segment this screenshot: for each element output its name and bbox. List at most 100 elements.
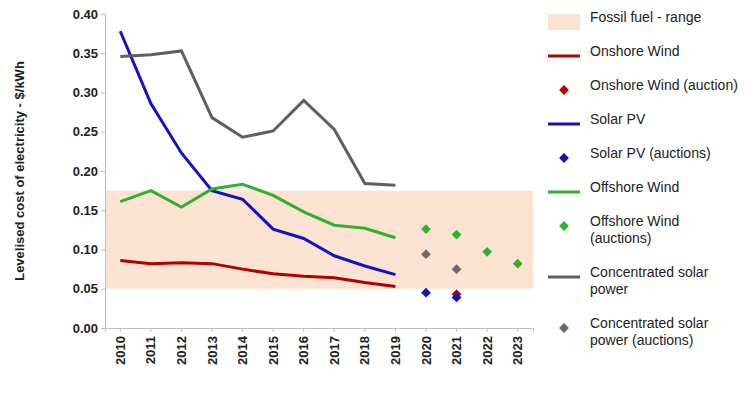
marker (421, 224, 431, 234)
plot-area (105, 31, 533, 302)
x-tick: 2014 (235, 328, 250, 365)
x-tick-mark (395, 328, 396, 332)
legend-label: Offshore Wind (590, 179, 679, 195)
legend-item: Concentrated solarpower (548, 264, 709, 297)
x-tick: 2011 (143, 328, 158, 364)
series-line (120, 260, 395, 286)
y-axis-line (101, 15, 106, 329)
y-tick-mark (101, 14, 105, 15)
y-tick-label: 0.35 (73, 46, 98, 61)
x-tick-label: 2020 (419, 336, 434, 365)
legend-label: Solar PV (590, 111, 646, 127)
x-tick-mark (517, 328, 518, 332)
x-tick: 2019 (388, 328, 403, 365)
x-tick-label: 2012 (174, 336, 189, 365)
legend-swatch (548, 191, 580, 194)
legend-item: Onshore Wind (auction) (559, 77, 738, 95)
x-tick: 2022 (480, 328, 495, 365)
x-tick: 2018 (357, 328, 372, 365)
y-tick-label: 0.05 (73, 281, 98, 296)
series-line (120, 31, 395, 274)
legend-item: Fossil fuel - range (548, 9, 701, 30)
range-band (105, 191, 533, 289)
x-tick-label: 2023 (510, 336, 525, 365)
chart: 0.00 0.05 0.10 0.15 0.20 0.25 0.30 0.35 0.40 2010… (0, 0, 754, 399)
x-tick-mark (181, 328, 182, 332)
y-tick-mark (101, 328, 105, 329)
x-tick: 2020 (419, 328, 434, 365)
y-tick: 0.05 (73, 281, 105, 296)
legend-swatch (548, 55, 580, 58)
legend-swatch (559, 153, 569, 163)
x-tick-mark (456, 328, 457, 332)
y-axis-title: Levelised cost of electricity - $/kWh (12, 61, 27, 281)
y-tick-label: 0.10 (73, 242, 98, 257)
series-line (120, 184, 395, 237)
legend-swatch (559, 85, 569, 95)
y-tick-label: 0.15 (73, 203, 98, 218)
legend-label: Onshore Wind (590, 43, 679, 59)
y-axis: 0.00 0.05 0.10 0.15 0.20 0.25 0.30 0.35 0.40 (73, 7, 106, 336)
legend-label: Concentrated solarpower (590, 264, 709, 297)
x-tick-label: 2018 (357, 336, 372, 365)
x-tick-label: 2019 (388, 336, 403, 365)
x-tick-mark (242, 328, 243, 332)
x-tick: 2017 (327, 328, 342, 365)
legend: Fossil fuel - range Onshore Wind Onshore W… (548, 9, 738, 348)
legend-label: Solar PV (auctions) (590, 145, 711, 161)
marker (513, 259, 523, 269)
x-tick-label: 2011 (143, 336, 158, 364)
legend-item: Offshore Wind(auctions) (559, 213, 679, 246)
x-tick-label: 2014 (235, 335, 250, 365)
x-tick-label: 2015 (266, 336, 281, 365)
x-tick: 2013 (205, 328, 220, 365)
x-tick: 2015 (266, 328, 281, 365)
x-tick-label: 2021 (449, 336, 464, 365)
x-tick: 2012 (174, 328, 189, 365)
marker (452, 230, 462, 240)
x-tick-label: 2017 (327, 336, 342, 365)
y-tick: 0.20 (73, 164, 105, 179)
legend-item: Onshore Wind (548, 43, 679, 59)
x-tick: 2016 (296, 328, 311, 365)
legend-item: Solar PV (auctions) (559, 145, 711, 163)
y-tick: 0.40 (73, 7, 105, 22)
y-tick-mark (101, 289, 105, 290)
y-tick: 0.25 (73, 124, 105, 139)
y-tick: 0.30 (73, 85, 105, 100)
x-tick-mark (487, 328, 488, 332)
y-tick-mark (101, 132, 105, 133)
y-tick-mark (101, 53, 105, 54)
x-axis-line (106, 329, 534, 333)
y-tick-label: 0.00 (73, 321, 98, 336)
x-tick-mark (120, 328, 121, 332)
legend-swatch (559, 221, 569, 231)
y-tick-label: 0.20 (73, 164, 98, 179)
y-tick-label: 0.25 (73, 124, 98, 139)
legend-swatch (559, 323, 569, 333)
x-tick-mark (364, 328, 365, 332)
marker (452, 264, 462, 274)
y-tick: 0.00 (73, 321, 105, 336)
x-tick-mark (150, 328, 151, 332)
x-tick: 2023 (510, 328, 525, 365)
y-tick-mark (101, 210, 105, 211)
legend-item: Concentrated solarpower (auctions) (559, 315, 709, 348)
y-tick-label: 0.30 (73, 85, 98, 100)
y-tick-mark (101, 93, 105, 94)
y-tick-mark (101, 171, 105, 172)
legend-swatch (548, 14, 580, 30)
legend-label: Offshore Wind(auctions) (590, 213, 679, 246)
marker (421, 288, 431, 298)
y-tick-mark (101, 250, 105, 251)
legend-swatch (548, 123, 580, 126)
y-tick: 0.10 (73, 242, 105, 257)
x-tick-label: 2010 (113, 336, 128, 365)
x-tick-label: 2016 (296, 336, 311, 365)
x-tick-mark (426, 328, 427, 332)
marker (452, 292, 462, 302)
x-tick: 2021 (449, 328, 464, 365)
x-tick-mark (303, 328, 304, 332)
y-tick: 0.35 (73, 46, 105, 61)
x-tick: 2010 (113, 328, 128, 365)
